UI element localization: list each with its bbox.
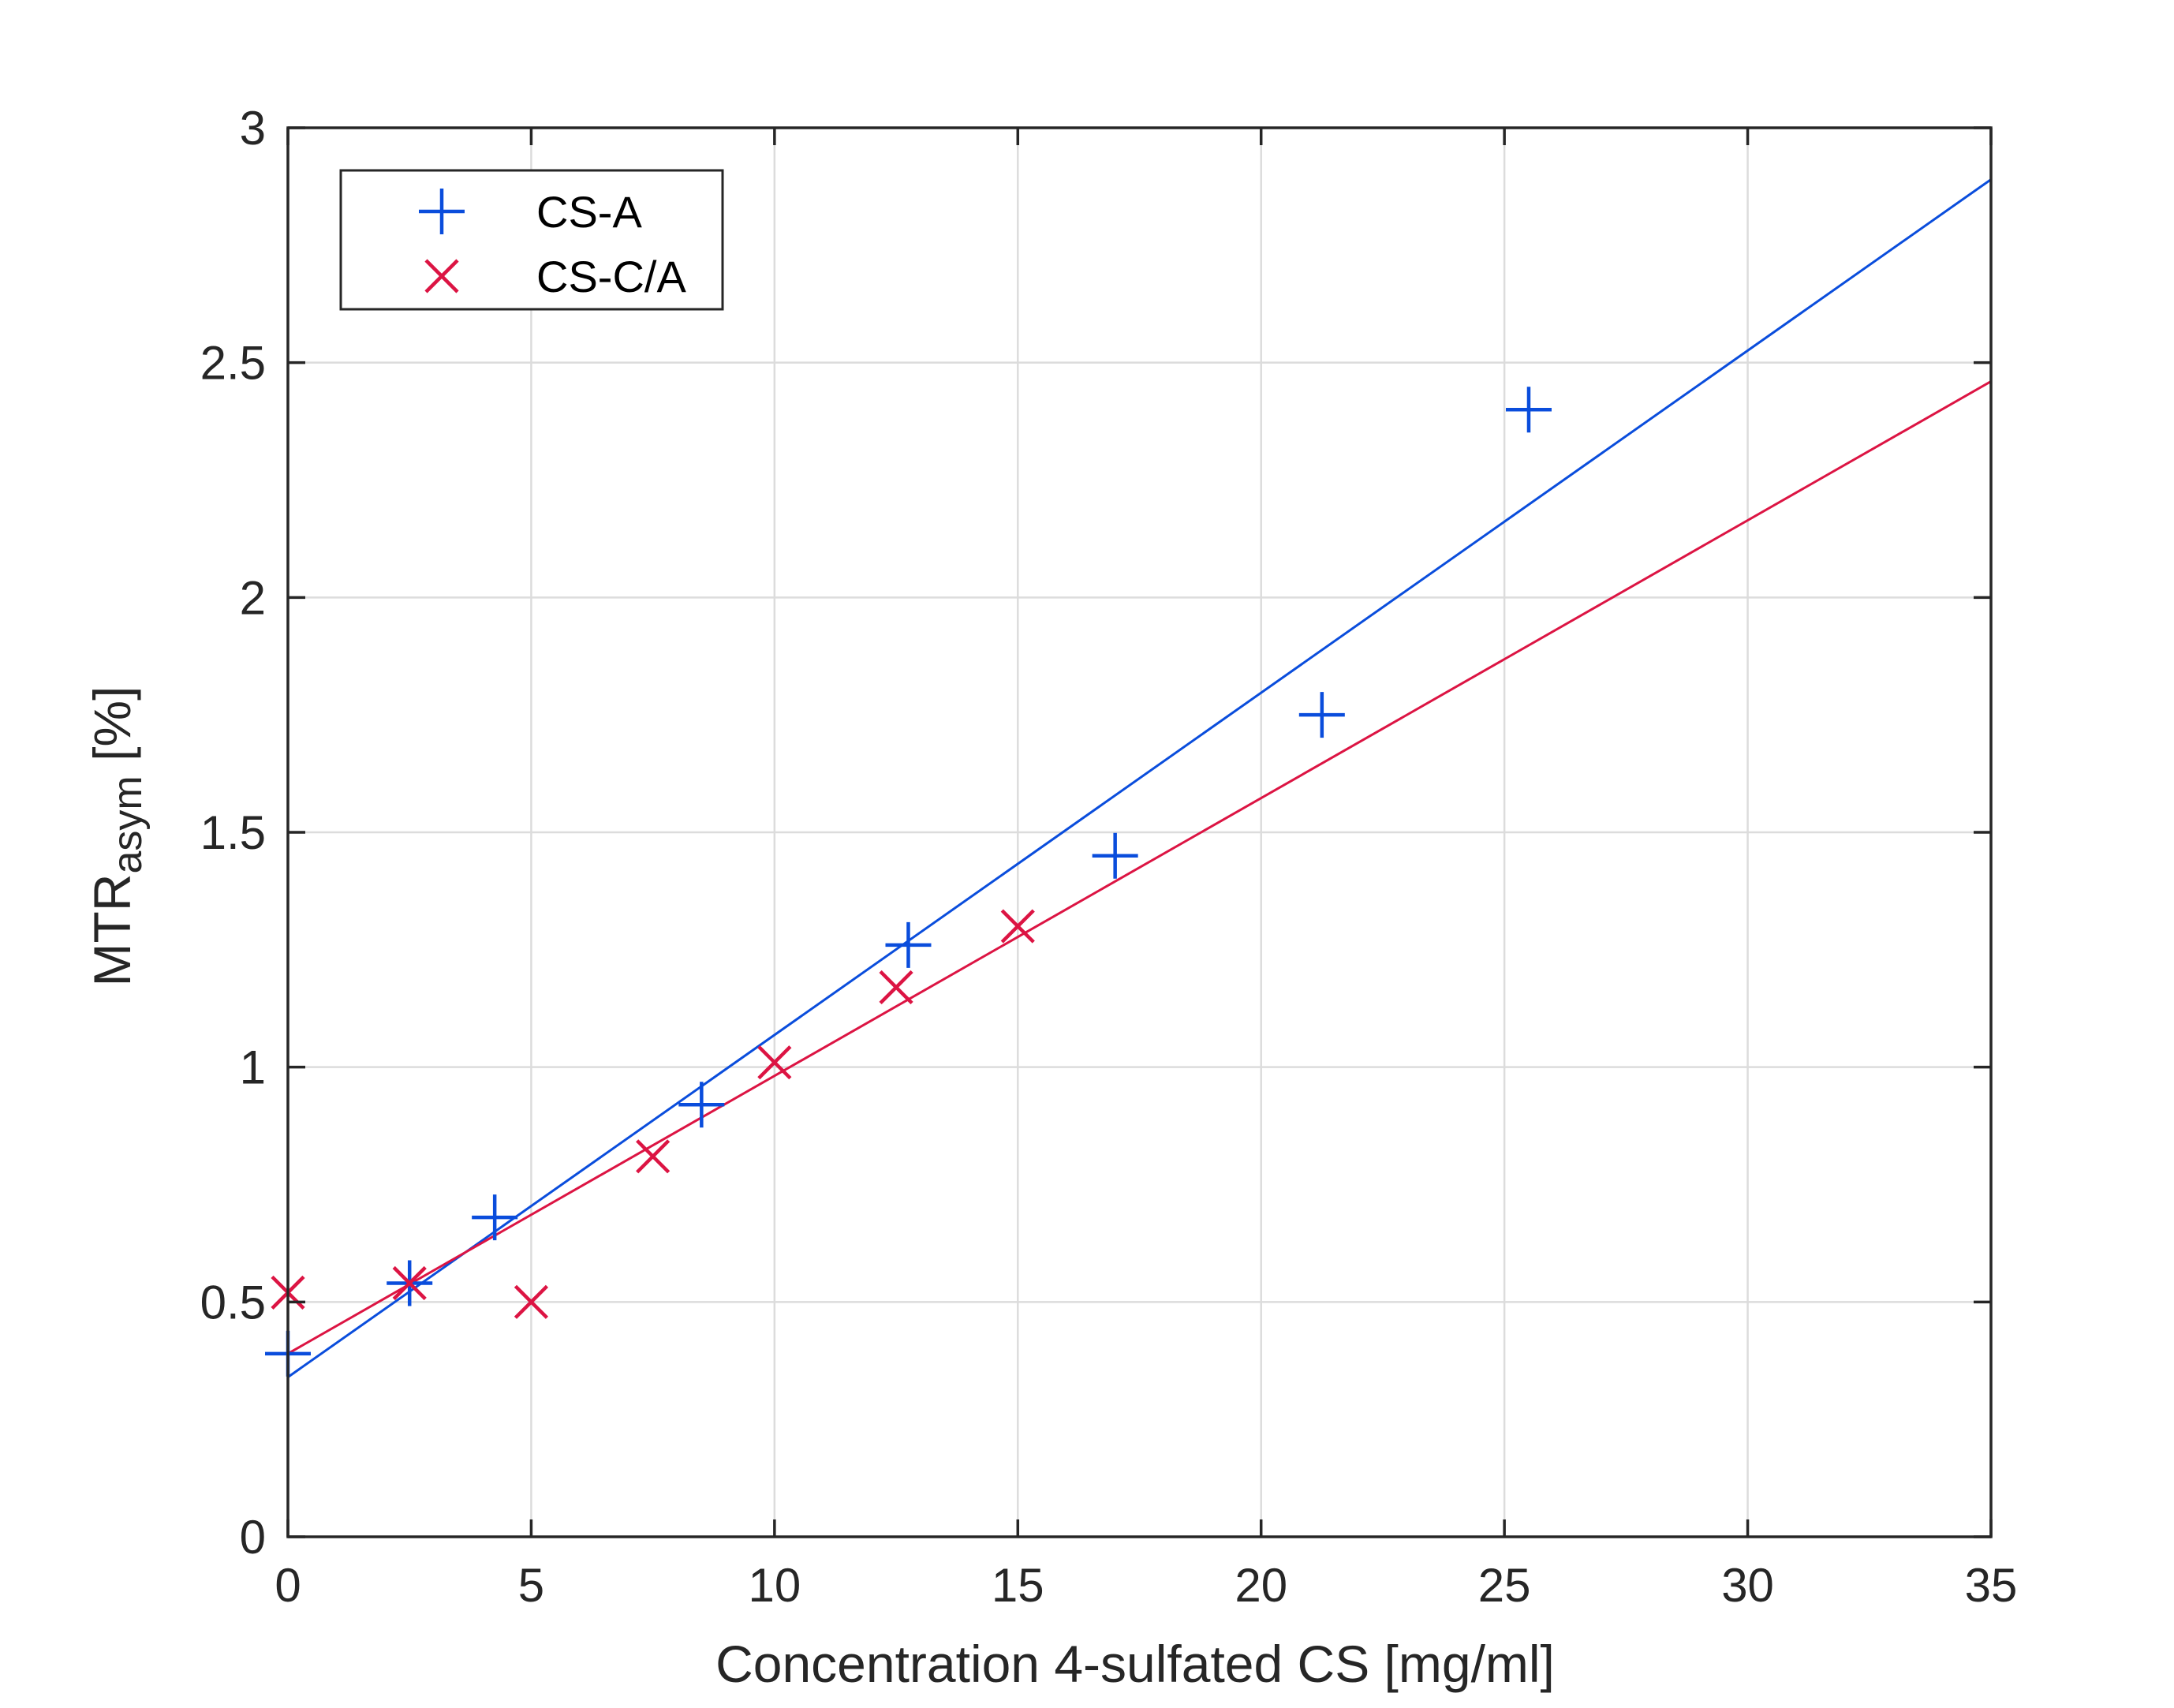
x-tick-label: 35	[1965, 1559, 2018, 1612]
fit-line-cs-c-a	[287, 380, 1992, 1355]
y-axis-title: MTRasym [%]	[83, 686, 151, 987]
x-axis-title: Concentration 4-sulfated CS [mg/ml]	[715, 1635, 1555, 1693]
data-point-cs-c-a	[879, 970, 913, 1005]
fit-lines	[287, 178, 1992, 1378]
y-tick-label: 2.5	[200, 337, 266, 390]
x-tick-label: 15	[992, 1559, 1044, 1612]
plot-area-border	[286, 126, 1993, 1538]
tick-labels: 0 5 10 15 20 25 30 35 0 0.5 1 1.5 2 2.5 3	[200, 102, 2018, 1612]
y-tick-label: 0.5	[200, 1276, 266, 1329]
data-point-cs-c-a	[392, 1265, 427, 1301]
legend: CS-A CS-C/A	[339, 169, 724, 311]
data-point-cs-a	[678, 1082, 725, 1128]
legend-label-cs-c-a: CS-C/A	[536, 252, 686, 301]
legend-marker-cs-a	[419, 189, 465, 234]
y-axis-title-suffix: [%]	[83, 686, 141, 776]
x-tick-label: 20	[1235, 1559, 1287, 1612]
data-point-cs-a	[1092, 832, 1138, 879]
data-point-cs-a	[1505, 387, 1552, 433]
data-point-cs-c-a	[757, 1045, 792, 1080]
y-tick-label: 0	[240, 1511, 266, 1564]
x-tick-label: 5	[518, 1559, 544, 1612]
y-tick-label: 1	[240, 1041, 266, 1094]
data-point-cs-c-a	[1000, 909, 1035, 944]
y-axis-title-subscript: asym	[105, 776, 151, 873]
x-tick-label: 30	[1721, 1559, 1774, 1612]
data-point-cs-c-a	[514, 1284, 549, 1319]
legend-marker-cs-c-a	[424, 259, 459, 293]
y-axis-title-main: MTR	[83, 873, 141, 986]
grid	[288, 128, 1991, 1537]
axes	[286, 126, 1993, 1538]
data-point-cs-a	[1298, 692, 1345, 738]
legend-box	[339, 169, 724, 311]
legend-label-cs-a: CS-A	[536, 187, 642, 237]
y-tick-label: 3	[240, 102, 266, 155]
x-tick-label: 0	[275, 1559, 301, 1612]
data-point-cs-c-a	[636, 1139, 671, 1174]
x-tick-label: 25	[1478, 1559, 1531, 1612]
y-tick-label: 1.5	[200, 806, 266, 859]
fit-line-cs-a	[287, 178, 1992, 1378]
y-tick-label: 2	[240, 571, 266, 624]
data-point-cs-a	[472, 1194, 518, 1241]
x-tick-label: 10	[748, 1559, 801, 1612]
data-point-cs-a	[885, 921, 932, 968]
